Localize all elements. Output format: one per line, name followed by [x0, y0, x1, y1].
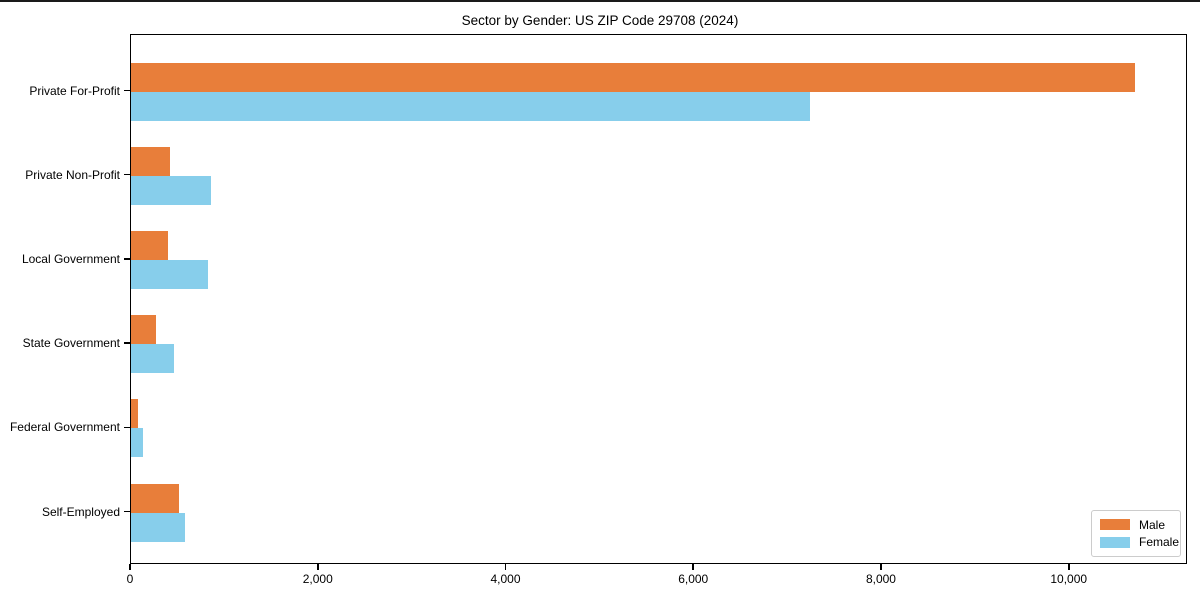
bar-female-state-government [131, 344, 175, 374]
x-tick-label-10-000: 10,000 [1050, 572, 1088, 586]
y-tick-label-local-government: Local Government [21, 251, 120, 266]
bar-female-federal-government [131, 428, 143, 458]
bar-male-private-non-profit [131, 146, 171, 176]
y-tick-label-private-for-profit: Private For-Profit [29, 83, 120, 98]
bar-male-federal-government [131, 399, 139, 429]
bar-female-self-employed [131, 512, 185, 542]
bar-female-private-non-profit [131, 175, 211, 205]
x-tick-label-2-000: 2,000 [302, 572, 333, 586]
x-tick-mark [504, 564, 507, 570]
legend: Male Female [1091, 510, 1181, 557]
plot-area [130, 34, 1187, 564]
y-tick-label-private-non-profit: Private Non-Profit [25, 167, 120, 182]
x-tick-label-8-000: 8,000 [865, 572, 896, 586]
legend-swatch-female [1100, 536, 1130, 548]
x-tick-mark [129, 564, 131, 570]
bar-male-state-government [131, 315, 156, 345]
y-tick-label-federal-government: Federal Government [9, 420, 120, 435]
bar-male-private-for-profit [131, 62, 1136, 92]
x-tick-label-4-000: 4,000 [490, 572, 521, 586]
y-tick-label-state-government: State Government [22, 336, 120, 351]
bar-female-local-government [131, 259, 208, 289]
y-tick-mark [124, 426, 130, 429]
x-tick-mark [1067, 564, 1070, 570]
x-tick-mark [692, 564, 695, 570]
x-tick-mark [880, 564, 882, 570]
x-tick-label-6-000: 6,000 [678, 572, 709, 586]
y-tick-mark [124, 342, 130, 344]
legend-label-female: Female [1139, 535, 1180, 550]
legend-swatch-male [1100, 519, 1130, 531]
y-tick-mark [124, 89, 130, 92]
legend-entry-female: Female [1100, 535, 1179, 549]
legend-entry-male: Male [1100, 518, 1172, 532]
y-tick-mark [124, 173, 130, 176]
x-tick-mark [316, 564, 319, 570]
y-tick-mark [124, 258, 130, 260]
bar-male-local-government [131, 230, 169, 260]
bar-male-self-employed [131, 483, 179, 513]
bar-female-private-for-profit [131, 91, 810, 121]
y-tick-mark [124, 510, 130, 513]
y-tick-label-self-employed: Self-Employed [41, 504, 120, 519]
x-tick-label-0: 0 [126, 572, 134, 586]
chart-title: Sector by Gender: US ZIP Code 29708 (202… [461, 13, 739, 28]
legend-label-male: Male [1139, 517, 1166, 532]
